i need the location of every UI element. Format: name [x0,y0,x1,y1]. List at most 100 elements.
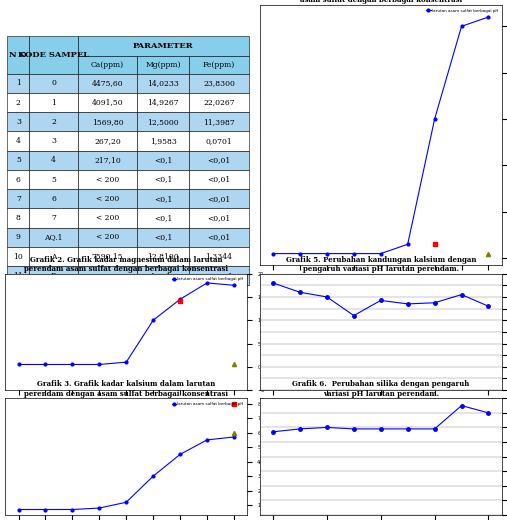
Text: 5: 5 [16,157,21,164]
Text: 1: 1 [51,98,56,107]
Text: 22,0267: 22,0267 [203,98,235,107]
X-axis label: pH larutan perendam: pH larutan perendam [347,410,415,415]
larutan asam sulfat berbagai pH [177,451,183,458]
Text: <0,1: <0,1 [154,214,172,222]
Y-axis label: kadar magnesium (ppm): kadar magnesium (ppm) [270,297,275,366]
larutan asam sulfat berbagai pH [378,251,384,257]
Text: 2: 2 [16,98,21,107]
Bar [189,56,248,74]
Bar [8,247,29,266]
larutan asam sulfat berbagai pH [43,506,49,513]
Bar [78,266,137,285]
Bar [137,247,189,266]
larutan asam sulfat berbagai pH [123,359,129,365]
Text: 4,7710: 4,7710 [150,272,176,280]
Bar [189,266,248,285]
larutan asam sulfat berbagai pH [485,14,491,20]
larutan asam sulfat berbagai pH [96,361,102,368]
Text: 1569,80: 1569,80 [92,118,123,126]
Bar [29,247,78,266]
larutan asam sulfat berbagai pH [123,499,129,505]
Bar [29,74,78,93]
Bar [8,189,29,209]
larutan asam sulfat berbagai pH [204,280,210,286]
Title: Grafik 2. Grafik kadar magnesium dalam larutan
perendam asam sulfat dengan berba: Grafik 2. Grafik kadar magnesium dalam l… [24,256,228,273]
Bar [189,209,248,228]
Bar [8,209,29,228]
Text: AQ.1: AQ.1 [44,233,63,241]
Text: 5953,55: 5953,55 [92,272,123,280]
Text: 10: 10 [14,253,23,261]
Bar [78,151,137,170]
Bar [29,112,78,132]
Bar [137,228,189,247]
Text: 5: 5 [51,176,56,184]
Y-axis label: kadar kalsium (ppm): kadar kalsium (ppm) [275,427,281,486]
Bar [137,151,189,170]
larutan asam sulfat berbagai pH [16,506,22,513]
Bar [189,228,248,247]
Bar [189,189,248,209]
Bar [189,247,248,266]
Text: 8: 8 [16,214,21,222]
Title: Grafik 3. Grafik kadar kalsium dalam larutan
perendam dengan asam sulfat berbaga: Grafik 3. Grafik kadar kalsium dalam lar… [24,380,228,398]
Bar [29,209,78,228]
Bar [137,93,189,112]
Text: N O: N O [10,51,27,59]
larutan asam sulfat berbagai pH [351,251,357,257]
Text: 11,3987: 11,3987 [203,118,235,126]
Text: Mg(ppm): Mg(ppm) [146,61,181,69]
larutan asam sulfat berbagai pH [150,317,156,323]
larutan asam sulfat berbagai pH [405,241,411,248]
Bar [8,266,29,285]
Bar [137,266,189,285]
Bar [189,112,248,132]
Text: 12,8100: 12,8100 [148,253,179,261]
Text: <0,01: <0,01 [207,195,231,203]
Text: 9: 9 [16,233,21,241]
Bar [189,151,248,170]
larutan asam sulfat berbagai pH [69,361,76,368]
Bar [78,247,137,266]
Text: < 200: < 200 [96,233,119,241]
Title: Grafik 5. Perubahan kandungan kalsium dengan
pengaruh variasi pH larutan perenda: Grafik 5. Perubahan kandungan kalsium de… [285,256,476,273]
Legend: larutan asam sulfat berbagai pH: larutan asam sulfat berbagai pH [425,7,500,15]
Bar [78,93,137,112]
Text: <0,1: <0,1 [154,157,172,164]
Text: Ca(ppm): Ca(ppm) [91,61,124,69]
Bar [78,36,248,56]
Text: 1: 1 [16,79,21,87]
Bar [29,132,78,151]
Text: 7: 7 [51,214,56,222]
Line: larutan asam sulfat berbagai pH: larutan asam sulfat berbagai pH [17,436,235,511]
Bar [29,189,78,209]
Text: 4091,50: 4091,50 [92,98,123,107]
Bar [78,112,137,132]
Bar [8,170,29,189]
Text: < 200: < 200 [96,214,119,222]
Text: <0,01: <0,01 [207,157,231,164]
Text: 6: 6 [51,195,56,203]
Text: Fe(ppm): Fe(ppm) [203,61,235,69]
Bar [137,189,189,209]
larutan asam sulfat berbagai pH [177,296,183,302]
larutan asam sulfat berbagai pH [270,251,276,257]
Line: larutan asam sulfat berbagai pH: larutan asam sulfat berbagai pH [17,281,235,366]
Bar [29,170,78,189]
Text: <0,01: <0,01 [207,214,231,222]
Text: 0,0701: 0,0701 [205,137,232,145]
larutan asam sulfat berbagai pH [431,116,438,122]
Text: 1,3344: 1,3344 [205,253,233,261]
Line: larutan asam sulfat berbagai pH: larutan asam sulfat berbagai pH [272,16,490,255]
Bar [137,209,189,228]
Text: 3: 3 [16,118,21,126]
Text: 4: 4 [51,157,56,164]
Bar [78,56,137,74]
Bar [29,93,78,112]
Text: 3: 3 [51,137,56,145]
Bar [78,132,137,151]
larutan asam sulfat berbagai pH [231,434,237,440]
Legend: larutan asam sulfat berbagai pH: larutan asam sulfat berbagai pH [170,276,245,283]
Text: <0,1: <0,1 [154,233,172,241]
Bar [8,74,29,93]
